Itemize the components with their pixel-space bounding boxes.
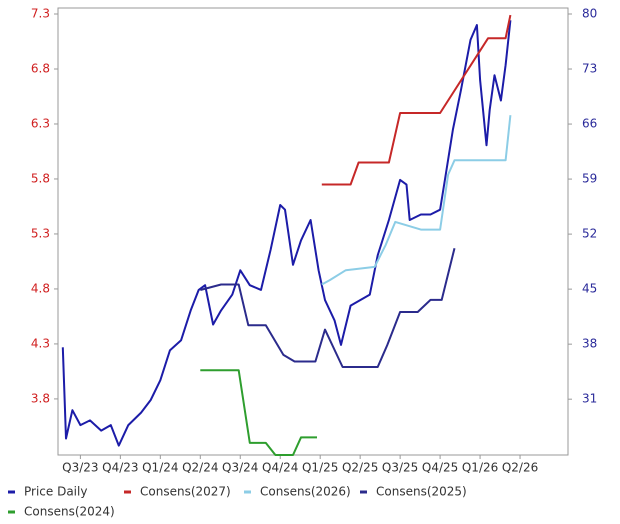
legend-label: Consens(2027): [140, 485, 231, 499]
x-tick-label: Q3/24: [222, 461, 258, 475]
y2-tick-label: 80: [582, 7, 597, 21]
x-tick-label: Q2/25: [342, 461, 378, 475]
y2-tick-label: 52: [582, 227, 597, 241]
y-tick-label: 6.8: [31, 61, 50, 75]
y-tick-label: 4.3: [31, 336, 50, 350]
y2-tick-label: 73: [582, 62, 597, 76]
x-tick-label: Q3/23: [62, 461, 98, 475]
y-tick-label: 3.8: [31, 391, 50, 405]
y-tick-label: 4.8: [31, 281, 50, 295]
y-tick-label: 5.8: [31, 171, 50, 185]
x-tick-label: Q3/25: [382, 461, 418, 475]
y2-tick-label: 31: [582, 392, 597, 406]
x-tick-label: Q1/25: [302, 461, 338, 475]
legend-label: Consens(2026): [260, 485, 351, 499]
legend-label: Price Daily: [24, 485, 87, 499]
y-tick-label: 7.3: [31, 7, 50, 21]
y2-tick-label: 59: [582, 172, 597, 186]
y2-tick-label: 38: [582, 337, 597, 351]
series-line: [200, 247, 456, 368]
y2-tick-label: 45: [582, 282, 597, 296]
x-tick-label: Q4/25: [422, 461, 458, 475]
series-line: [61, 20, 512, 447]
x-tick-label: Q4/24: [262, 461, 298, 475]
x-tick-label: Q4/23: [102, 461, 138, 475]
legend-label: Consens(2025): [376, 485, 467, 499]
x-tick-label: Q1/26: [462, 461, 498, 475]
x-tick-label: Q2/24: [182, 461, 218, 475]
y-tick-label: 5.3: [31, 226, 50, 240]
x-tick-label: Q2/26: [502, 461, 538, 475]
series-line: [321, 115, 512, 286]
series-line: [200, 369, 317, 456]
x-tick-label: Q1/24: [142, 461, 178, 475]
y2-tick-label: 66: [582, 117, 597, 131]
legend-label: Consens(2024): [24, 505, 115, 519]
series-line: [321, 14, 512, 186]
y-tick-label: 6.3: [31, 116, 50, 130]
